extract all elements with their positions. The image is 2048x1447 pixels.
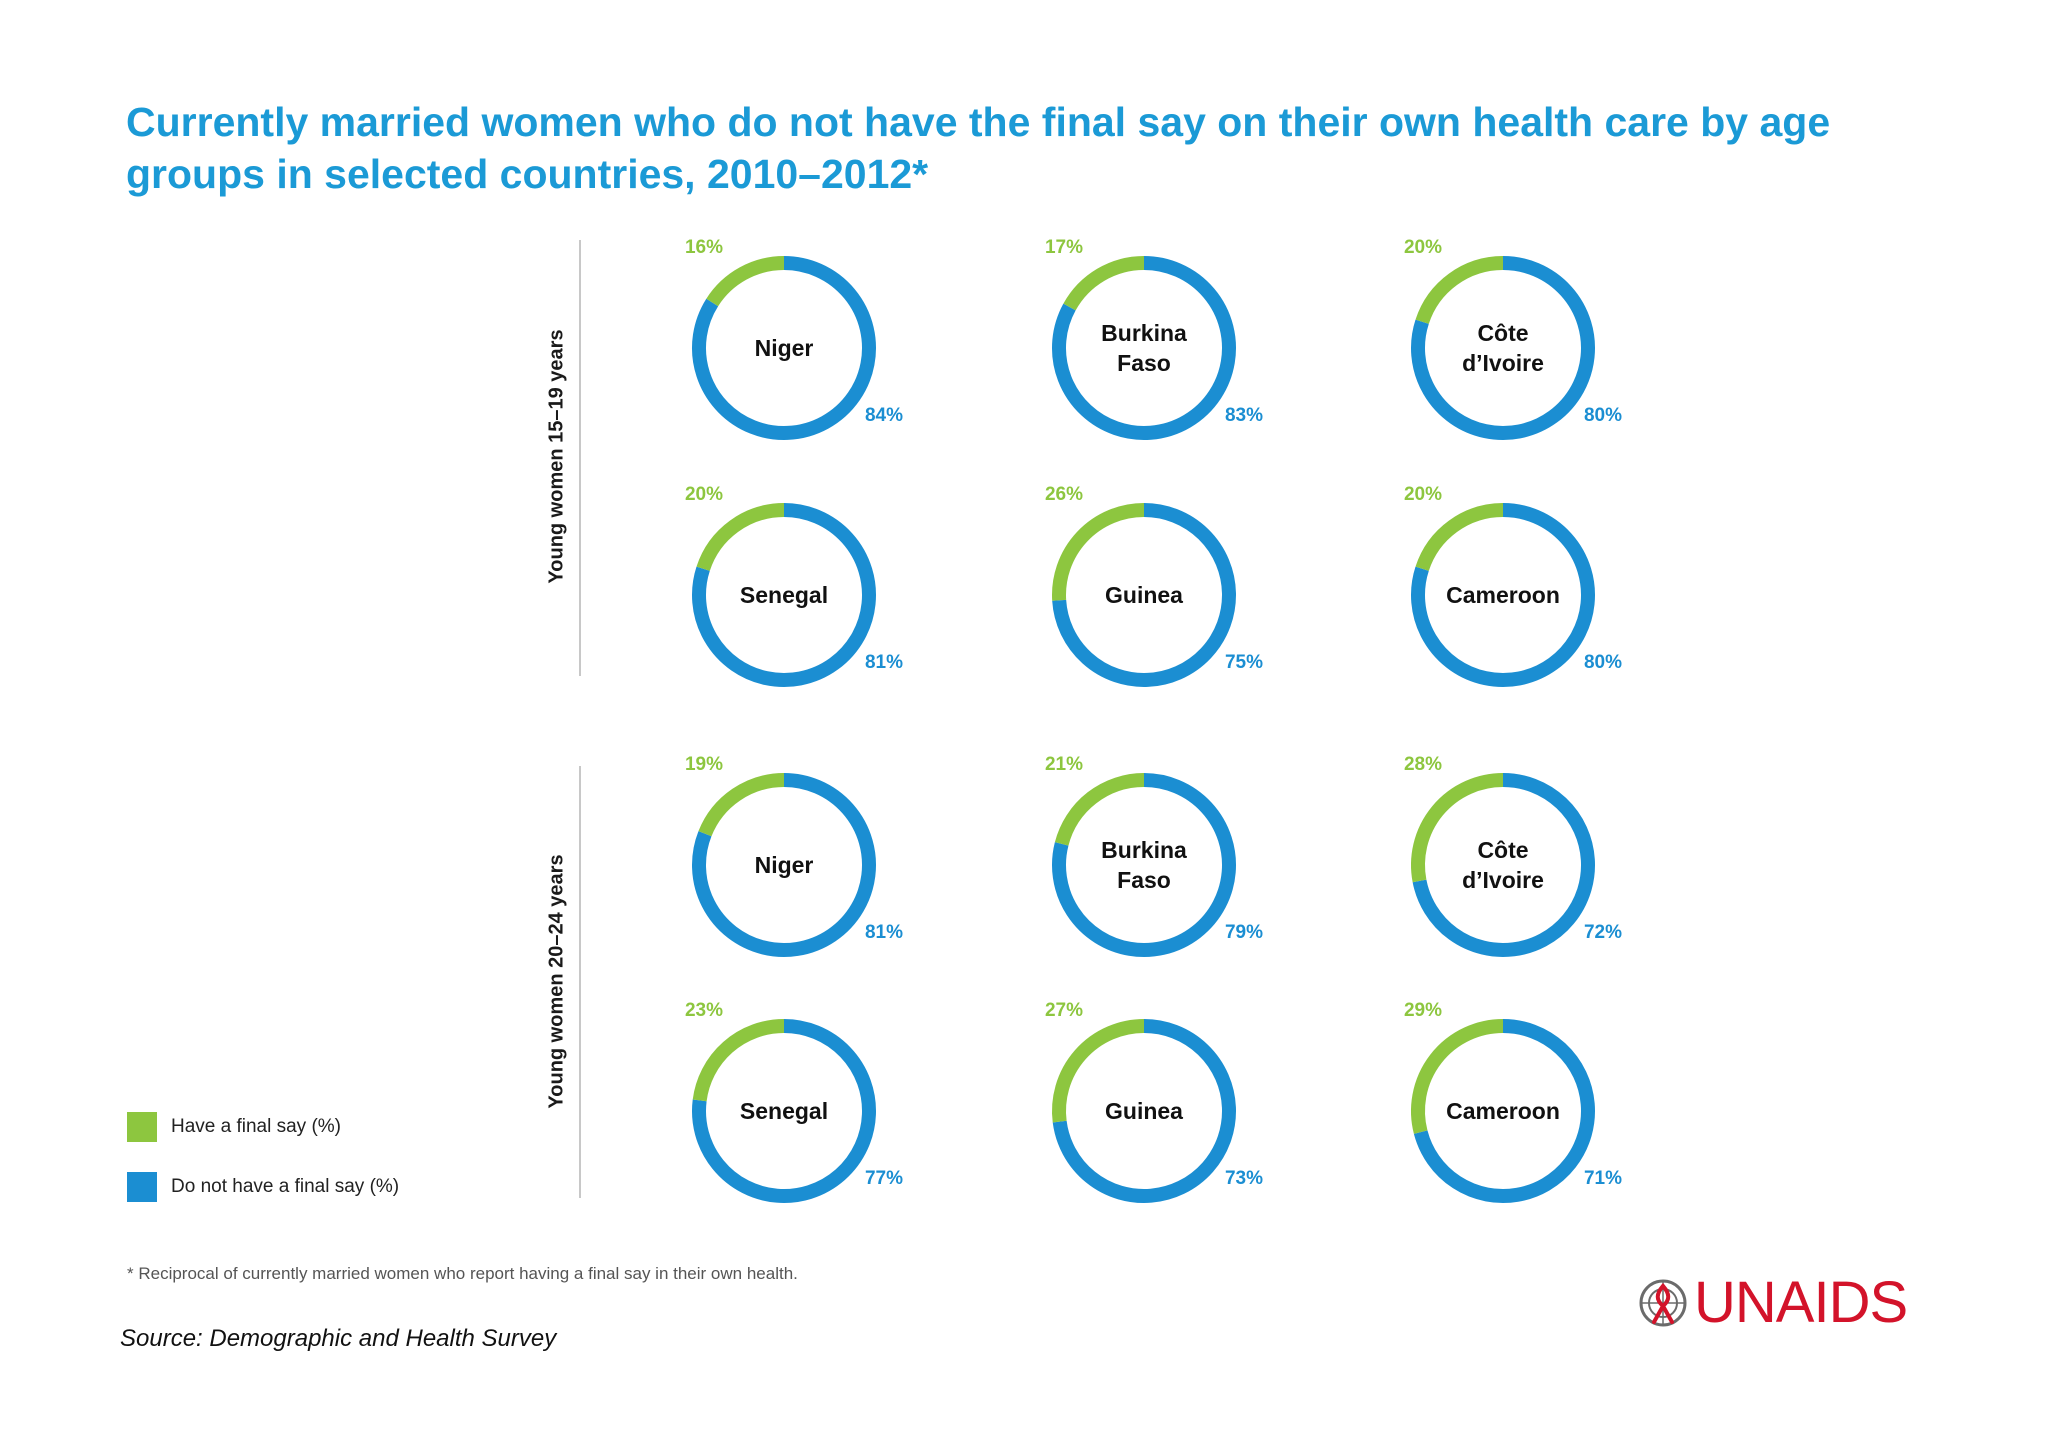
country-label: Senegal	[740, 582, 828, 608]
donut-segment-not-have	[692, 1019, 876, 1203]
value-label-have: 26%	[1045, 484, 1083, 505]
donut-segment-not-have	[1052, 503, 1236, 687]
donut-segment-not-have	[1411, 503, 1595, 687]
value-label-not-have: 77%	[865, 1168, 903, 1189]
donut-cte-divoire-g1: Côte d’Ivoire 20% 80%	[1404, 237, 1622, 440]
country-label: Guinea	[1105, 582, 1183, 608]
donut-segment-have	[706, 256, 785, 307]
donut-segment-not-have	[1413, 1019, 1595, 1203]
country-label: Niger	[755, 335, 814, 361]
donut-segment-not-have	[692, 773, 876, 957]
value-label-not-have: 80%	[1584, 405, 1622, 426]
country-label: Burkina	[1101, 320, 1187, 346]
value-label-not-have: 73%	[1225, 1168, 1263, 1189]
chart-title: Currently married women who do not have …	[126, 99, 1831, 197]
value-label-have: 17%	[1045, 237, 1083, 258]
value-label-not-have: 75%	[1225, 652, 1263, 673]
source-note: Source: Demographic and Health Survey	[120, 1325, 557, 1352]
donut-senegal-g2: Senegal 23% 77%	[685, 1000, 903, 1203]
legend-label-not-have: Do not have a final say (%)	[171, 1176, 400, 1197]
donut-niger-g2: Niger 19% 81%	[685, 754, 903, 957]
un-emblem-ribbon-icon	[1639, 1279, 1687, 1327]
value-label-have: 20%	[685, 484, 723, 505]
group-divider-20-24	[579, 766, 581, 1198]
donut-segment-have	[692, 1019, 785, 1102]
donut-burkina-faso-g2: Burkina Faso 21% 79%	[1045, 754, 1263, 957]
donut-burkina-faso-g1: Burkina Faso 17% 83%	[1045, 237, 1263, 440]
value-label-have: 19%	[685, 754, 723, 775]
value-label-not-have: 71%	[1584, 1168, 1622, 1189]
donut-segment-not-have	[692, 503, 876, 687]
country-label: Côte	[1477, 320, 1528, 346]
value-label-have: 20%	[1404, 484, 1442, 505]
legend-swatch-have	[127, 1112, 157, 1142]
value-label-not-have: 72%	[1584, 922, 1622, 943]
value-label-not-have: 79%	[1225, 922, 1263, 943]
donut-cte-divoire-g2: Côte d’Ivoire 28% 72%	[1404, 754, 1622, 957]
donut-segment-have	[698, 773, 785, 837]
legend-item-have: Have a final say (%)	[127, 1112, 399, 1142]
value-label-not-have: 81%	[865, 922, 903, 943]
donut-segment-not-have	[1052, 1019, 1236, 1203]
donut-segment-have	[1411, 773, 1504, 883]
country-label: Faso	[1117, 867, 1171, 893]
logo-wordmark: UNAIDS	[1694, 1270, 1908, 1335]
donut-segment-have	[1052, 1019, 1145, 1123]
country-label: Cameroon	[1446, 1098, 1560, 1124]
donut-guinea-g2: Guinea 27% 73%	[1045, 1000, 1263, 1203]
country-label: Senegal	[740, 1098, 828, 1124]
donut-segment-have	[1052, 503, 1145, 601]
country-label: Guinea	[1105, 1098, 1183, 1124]
donut-segment-have	[696, 503, 785, 572]
donut-segment-have	[1063, 256, 1145, 311]
value-label-not-have: 81%	[865, 652, 903, 673]
legend-label-have: Have a final say (%)	[171, 1116, 342, 1137]
unaids-logo: UNAIDS	[1636, 1270, 1908, 1335]
donut-segment-have	[1054, 773, 1145, 846]
donut-cameroon-g1: Cameroon 20% 80%	[1404, 484, 1622, 687]
value-label-have: 28%	[1404, 754, 1442, 775]
donut-segment-not-have	[1052, 773, 1236, 957]
footnote: * Reciprocal of currently married women …	[127, 1264, 798, 1283]
country-label: d’Ivoire	[1462, 350, 1544, 376]
donut-segment-not-have	[1412, 773, 1595, 957]
country-label: Côte	[1477, 837, 1528, 863]
value-label-have: 21%	[1045, 754, 1083, 775]
country-label: d’Ivoire	[1462, 867, 1544, 893]
country-label: Niger	[755, 852, 814, 878]
donut-segment-not-have	[692, 256, 876, 440]
value-label-not-have: 84%	[865, 405, 903, 426]
donut-segment-not-have	[1052, 256, 1236, 440]
legend: Have a final say (%) Do not have a final…	[127, 1112, 399, 1232]
donut-cameroon-g2: Cameroon 29% 71%	[1404, 1000, 1622, 1203]
donut-segment-not-have	[1411, 256, 1595, 440]
country-label: Cameroon	[1446, 582, 1560, 608]
donut-segment-have	[1415, 256, 1504, 325]
donut-segment-have	[1415, 503, 1504, 572]
value-label-have: 16%	[685, 237, 723, 258]
donut-niger-g1: Niger 16% 84%	[685, 237, 903, 440]
donut-senegal-g1: Senegal 20% 81%	[685, 484, 903, 687]
country-label: Burkina	[1101, 837, 1187, 863]
donut-segment-have	[1411, 1019, 1504, 1134]
value-label-have: 29%	[1404, 1000, 1442, 1021]
legend-swatch-not-have	[127, 1172, 157, 1202]
value-label-not-have: 83%	[1225, 405, 1263, 426]
value-label-have: 20%	[1404, 237, 1442, 258]
legend-item-not-have: Do not have a final say (%)	[127, 1172, 399, 1202]
country-label: Faso	[1117, 350, 1171, 376]
value-label-have: 27%	[1045, 1000, 1083, 1021]
value-label-not-have: 80%	[1584, 652, 1622, 673]
donut-guinea-g1: Guinea 26% 75%	[1045, 484, 1263, 687]
value-label-have: 23%	[685, 1000, 723, 1021]
group-divider-15-19	[579, 240, 581, 676]
